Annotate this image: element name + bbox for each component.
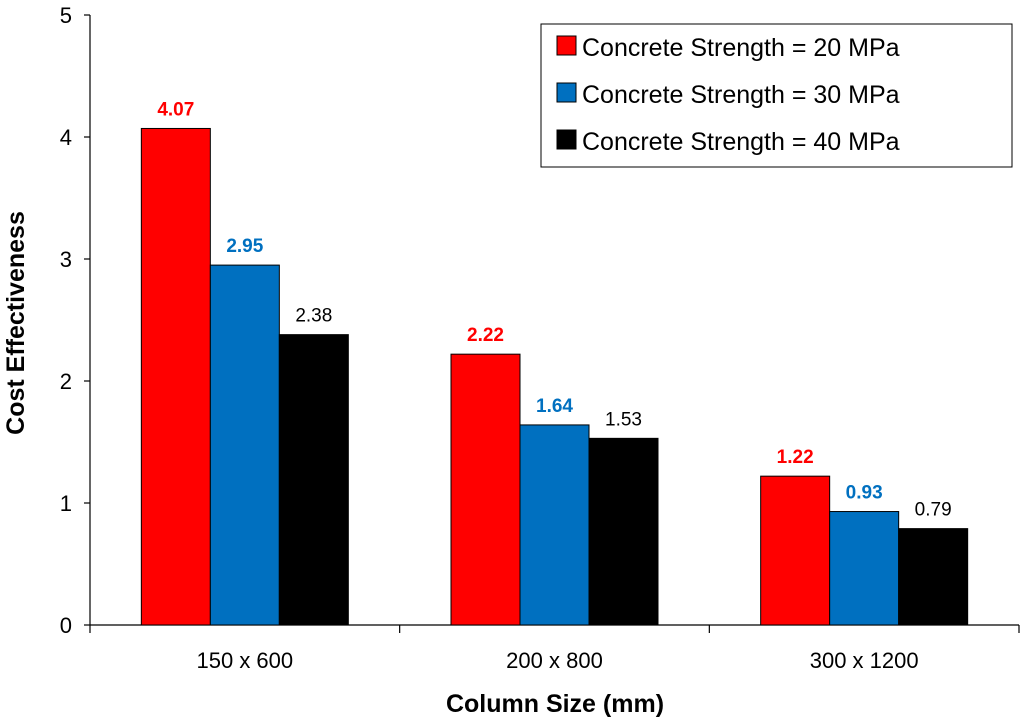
x-axis: 150 x 600 200 x 800 300 x 1200 xyxy=(89,624,1020,673)
bar-value-label: 1.22 xyxy=(777,447,814,468)
y-axis-title: Cost Effectiveness xyxy=(2,211,30,435)
legend-box xyxy=(540,23,1013,168)
x-tick-label: 300 x 1200 xyxy=(810,648,919,673)
bar xyxy=(450,353,521,626)
legend: Concrete Strength = 20 MPa Concrete Stren… xyxy=(540,23,1013,168)
legend-swatch xyxy=(556,129,577,150)
bar-value-label: 2.38 xyxy=(295,306,332,327)
y-tick-label: 2 xyxy=(60,369,72,394)
bar-value-label: 0.93 xyxy=(846,483,883,504)
bar xyxy=(829,511,900,626)
bar xyxy=(519,424,590,626)
bar-value-label: 2.95 xyxy=(226,236,263,257)
bar xyxy=(278,334,349,626)
bar-value-label: 1.53 xyxy=(605,409,642,430)
y-tick-label: 3 xyxy=(60,247,72,272)
bar-value-labels: 4.07 2.22 1.22 2.95 1.64 0.93 2.38 1.53 0.79 xyxy=(157,99,951,520)
bar-value-label: 1.64 xyxy=(536,396,573,417)
bar-value-label: 4.07 xyxy=(157,99,194,120)
legend-label: Concrete Strength = 30 MPa xyxy=(582,81,900,109)
legend-label: Concrete Strength = 40 MPa xyxy=(582,128,900,156)
bars xyxy=(140,127,969,626)
y-tick-label: 0 xyxy=(60,613,72,638)
bar xyxy=(209,264,280,626)
bar xyxy=(140,127,211,626)
x-tick-label: 200 x 800 xyxy=(506,648,603,673)
y-tick-label: 1 xyxy=(60,491,72,516)
bar xyxy=(588,437,659,626)
bar xyxy=(898,528,969,626)
bar xyxy=(760,475,831,626)
y-tick-label: 5 xyxy=(60,3,72,28)
x-tick-label: 150 x 600 xyxy=(197,648,294,673)
legend-swatch xyxy=(556,82,577,103)
legend-swatch xyxy=(556,35,577,56)
x-axis-title: Column Size (mm) xyxy=(446,690,664,718)
bar-value-label: 0.79 xyxy=(915,500,952,521)
y-tick-label: 4 xyxy=(60,125,72,150)
y-axis: 0 1 2 3 4 5 xyxy=(60,3,91,638)
bar-value-label: 2.22 xyxy=(467,325,504,346)
legend-label: Concrete Strength = 20 MPa xyxy=(582,34,900,62)
